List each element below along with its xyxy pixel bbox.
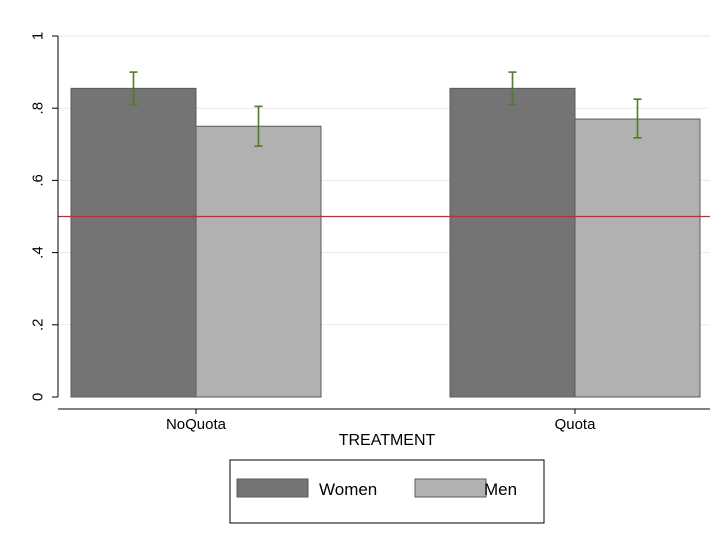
bar-women-noquota <box>70 87 197 398</box>
legend-swatch-women <box>236 478 309 498</box>
y-tick-label: .6 <box>30 174 47 187</box>
y-tick-label: .4 <box>30 246 47 259</box>
legend-swatch-men <box>414 478 487 498</box>
x-tick-label: NoQuota <box>166 416 227 433</box>
legend: Women Men <box>229 459 545 524</box>
y-tick-label: 1 <box>30 32 47 40</box>
error-bar-men-noquota <box>254 105 263 147</box>
x-tick-label: Quota <box>555 416 597 433</box>
error-bar-women-quota <box>508 71 517 106</box>
x-axis-title: TREATMENT <box>339 432 436 449</box>
error-bars <box>129 71 642 147</box>
x-axis: NoQuota Quota <box>58 408 710 433</box>
bar-men-quota <box>574 118 701 398</box>
bars <box>70 87 701 398</box>
bar-men-noquota <box>195 125 322 398</box>
y-axis: 0 .2 .4 .6 .8 1 <box>30 32 59 401</box>
y-tick-label: .8 <box>30 102 47 115</box>
y-tick-label: .2 <box>30 319 47 332</box>
bar-women-quota <box>449 87 576 398</box>
legend-label-women: Women <box>319 480 377 499</box>
error-bar-women-noquota <box>129 71 138 106</box>
y-tick-label: 0 <box>30 393 47 401</box>
error-bar-men-quota <box>633 98 642 139</box>
legend-label-men: Men <box>484 480 517 499</box>
